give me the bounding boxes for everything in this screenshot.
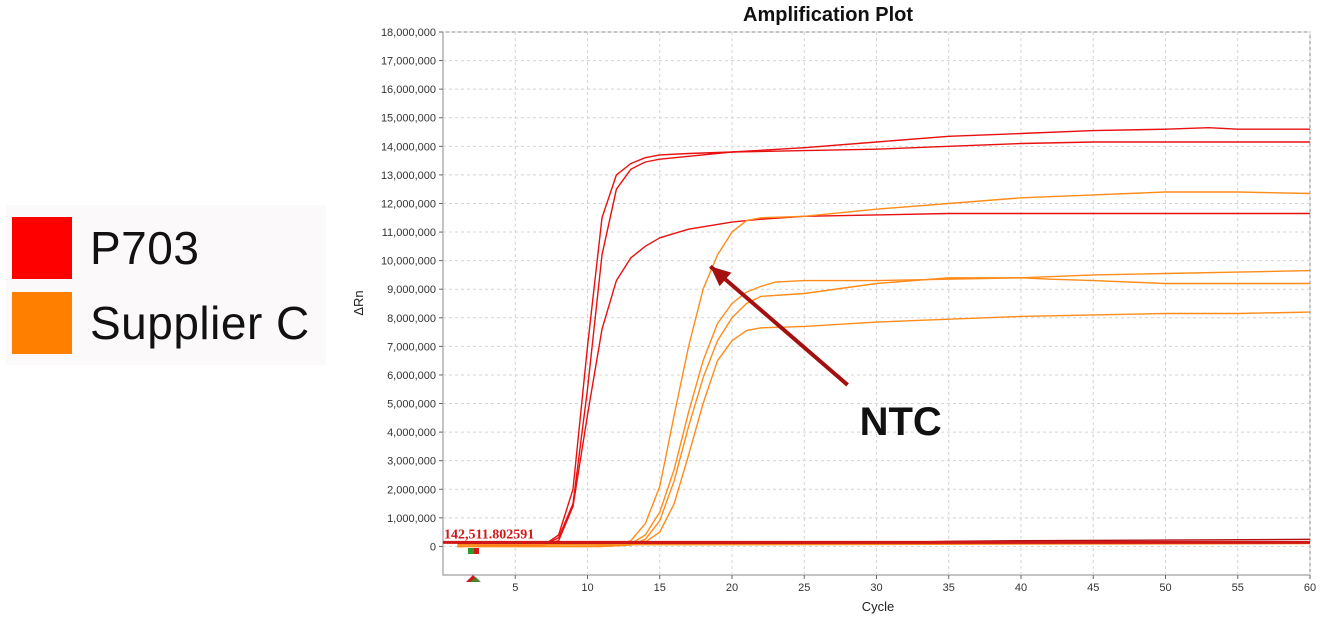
x-tick-label: 15 bbox=[654, 582, 666, 594]
legend-swatch-p703 bbox=[12, 217, 72, 279]
baseline-marker-green bbox=[470, 577, 481, 582]
legend-swatch-supplier-c bbox=[12, 292, 72, 354]
y-axis-title: ΔRn bbox=[351, 290, 366, 315]
legend-label-supplier-c: Supplier C bbox=[90, 297, 310, 349]
x-tick-label: 50 bbox=[1159, 582, 1171, 594]
y-tick-label: 2,000,000 bbox=[387, 484, 436, 496]
series-line-4 bbox=[457, 191, 1311, 548]
chart-title: Amplification Plot bbox=[743, 4, 913, 26]
threshold-layer: 142,511.802591 bbox=[443, 527, 1310, 544]
series-line-5 bbox=[457, 277, 1310, 548]
y-tick-label: 7,000,000 bbox=[387, 341, 436, 353]
series-line-7 bbox=[457, 311, 1311, 548]
y-tick-label: 6,000,000 bbox=[387, 370, 436, 382]
series-line-6 bbox=[457, 269, 1311, 548]
y-tick-label: 8,000,000 bbox=[387, 313, 436, 325]
x-tick-label: 5 bbox=[512, 582, 518, 594]
y-tick-label: 16,000,000 bbox=[381, 84, 436, 96]
y-tick-label: 17,000,000 bbox=[381, 56, 436, 68]
y-tick-label: 1,000,000 bbox=[387, 513, 436, 525]
series-line-1 bbox=[457, 127, 1310, 548]
x-tick-label: 30 bbox=[870, 582, 882, 594]
x-tick-label: 20 bbox=[726, 582, 738, 594]
y-tick-label: 15,000,000 bbox=[381, 113, 436, 125]
series-line-2 bbox=[457, 141, 1310, 548]
x-tick-label: 25 bbox=[798, 582, 810, 594]
y-tick-label: 10,000,000 bbox=[381, 256, 436, 268]
y-tick-label: 3,000,000 bbox=[387, 456, 436, 468]
y-tick-label: 5,000,000 bbox=[387, 399, 436, 411]
legend-item-p703: P703 bbox=[12, 217, 199, 279]
y-tick-label: 11,000,000 bbox=[382, 227, 436, 239]
series-line-10 bbox=[457, 542, 1311, 546]
y-tick-label: 18,000,000 bbox=[381, 27, 436, 39]
y-tick-label: 9,000,000 bbox=[387, 284, 436, 296]
annotation-arrow-shaft bbox=[709, 264, 849, 387]
threshold-marker-green bbox=[468, 548, 474, 554]
legend: P703 Supplier C bbox=[6, 205, 326, 365]
x-tick-label: 10 bbox=[581, 582, 593, 594]
annotation-arrow-head bbox=[710, 266, 732, 287]
series-line-3 bbox=[457, 212, 1310, 548]
y-axis-ticks: 0 1,000,000 2,000,000 3,000,000 4,000,000 5,0… bbox=[381, 27, 443, 553]
threshold-marker-red bbox=[474, 548, 479, 554]
x-tick-label: 35 bbox=[943, 582, 955, 594]
x-tick-label: 45 bbox=[1087, 582, 1099, 594]
threshold-marker bbox=[466, 548, 481, 582]
y-tick-label: 14,000,000 bbox=[381, 141, 436, 153]
annotation-ntc: NTC bbox=[860, 400, 942, 444]
x-tick-label: 60 bbox=[1304, 582, 1316, 594]
annotation-layer: NTC bbox=[709, 264, 942, 444]
grid bbox=[443, 31, 1311, 575]
x-axis-ticks: 5 10 15 20 25 30 35 40 45 50 55 60 bbox=[512, 575, 1316, 594]
y-tick-label: 13,000,000 bbox=[381, 170, 436, 182]
legend-label-p703: P703 bbox=[90, 222, 200, 274]
x-tick-label: 55 bbox=[1232, 582, 1244, 594]
y-tick-label: 0 bbox=[430, 541, 436, 553]
x-axis-title: Cycle bbox=[862, 599, 895, 614]
legend-item-supplier-c: Supplier C bbox=[12, 292, 310, 354]
y-tick-label: 4,000,000 bbox=[387, 427, 436, 439]
threshold-label: 142,511.802591 bbox=[444, 527, 534, 542]
x-tick-label: 40 bbox=[1015, 582, 1027, 594]
y-tick-label: 12,000,000 bbox=[381, 198, 436, 210]
